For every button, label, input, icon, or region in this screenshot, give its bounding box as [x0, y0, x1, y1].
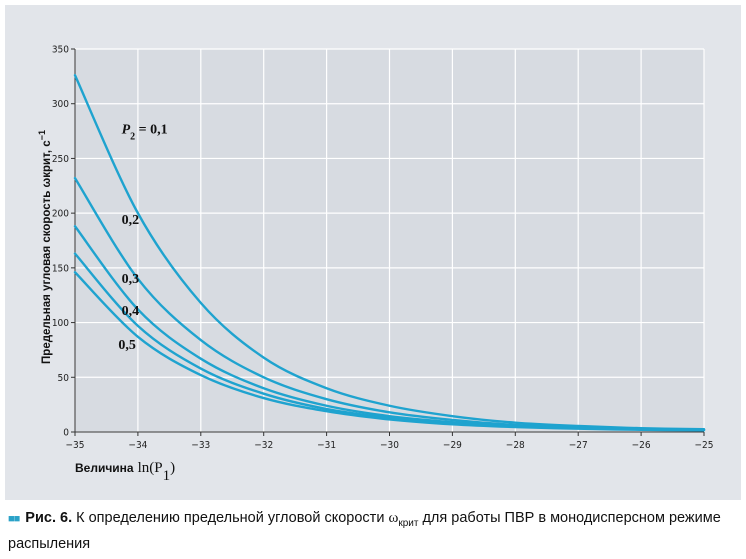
y-tick-label: 150 — [52, 263, 69, 274]
x-tick-label: −25 — [695, 440, 714, 451]
caption-text-start: К определению предельной угловой скорост… — [72, 510, 389, 526]
x-tick-label: −28 — [506, 440, 525, 451]
y-tick-label: 300 — [52, 99, 69, 110]
series-lines — [73, 74, 706, 432]
series-label-2: 0,2 — [122, 213, 140, 228]
axes — [71, 48, 705, 436]
x-tick-label: −33 — [191, 440, 210, 451]
series-label-3: 0,3 — [122, 272, 140, 287]
x-tick-label: −32 — [254, 440, 273, 451]
series-labels: P2 = 0,1 0,2 0,3 0,4 0,5 — [118, 122, 167, 353]
caption-omega: ω — [388, 510, 399, 526]
y-tick-label: 0 — [63, 428, 69, 439]
x-tick-label: −30 — [380, 440, 399, 451]
series-label-4: 0,4 — [122, 304, 140, 319]
grid — [74, 48, 705, 433]
series-label-1: P2 = 0,1 — [122, 122, 168, 142]
x-tick-label: −34 — [128, 440, 147, 451]
figure-number: Рис. 6. — [25, 510, 73, 526]
series-label-5: 0,5 — [118, 338, 136, 353]
x-axis-label: Величина ln(P1) — [75, 460, 175, 484]
x-tick-label: −29 — [443, 440, 462, 451]
series-line-5 — [73, 271, 706, 432]
y-tick-label: 250 — [52, 154, 69, 165]
x-tick-label: −26 — [632, 440, 651, 451]
y-tick-label: 100 — [52, 318, 69, 329]
chart: −35 −34 −33 −32 −31 −30 −29 −28 −27 −26 −25 0 50 100 1… — [37, 45, 714, 485]
y-axis-label: Предельная угловая скорость ωкрит, с−1 — [37, 130, 53, 364]
caption-bullet-icon: ■■ — [8, 513, 20, 525]
caption-text-end: для работы ПВР в монодисперсном режиме р… — [8, 510, 721, 552]
x-tick-label: −35 — [66, 440, 85, 451]
x-tick-label: −27 — [569, 440, 588, 451]
y-tick-label: 350 — [52, 45, 69, 56]
figure-caption: ■■ Рис. 6. К определению предельной углов… — [8, 508, 738, 554]
y-tick-label: 50 — [58, 373, 70, 384]
tick-labels: −35 −34 −33 −32 −31 −30 −29 −28 −27 −26 −25 0 50 100 1… — [52, 45, 714, 452]
x-tick-label: −31 — [317, 440, 336, 451]
caption-omega-sub: крит — [398, 517, 419, 529]
y-tick-label: 200 — [52, 209, 69, 220]
